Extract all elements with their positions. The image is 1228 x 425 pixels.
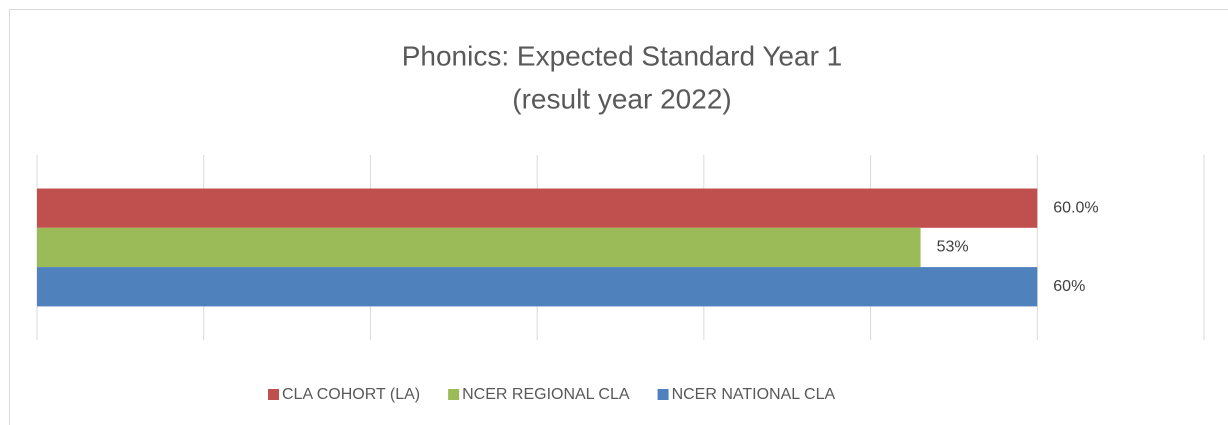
- data-label: 60%: [1053, 278, 1085, 295]
- legend-label: NCER REGIONAL CLA: [462, 386, 630, 403]
- data-label: 53%: [937, 239, 969, 256]
- legend-label: NCER NATIONAL CLA: [672, 386, 836, 403]
- bar: [37, 267, 1038, 307]
- legend-swatch: [657, 389, 669, 400]
- data-label: 60.0%: [1053, 199, 1098, 216]
- legend-swatch: [268, 389, 279, 400]
- legend-label: CLA COHORT (LA): [282, 386, 420, 403]
- chart-title: Phonics: Expected Standard Year 1: [402, 40, 843, 71]
- bar: [37, 227, 921, 268]
- legend-swatch: [448, 389, 460, 400]
- bar: [37, 188, 1038, 228]
- chart-title: (result year 2022): [512, 83, 731, 114]
